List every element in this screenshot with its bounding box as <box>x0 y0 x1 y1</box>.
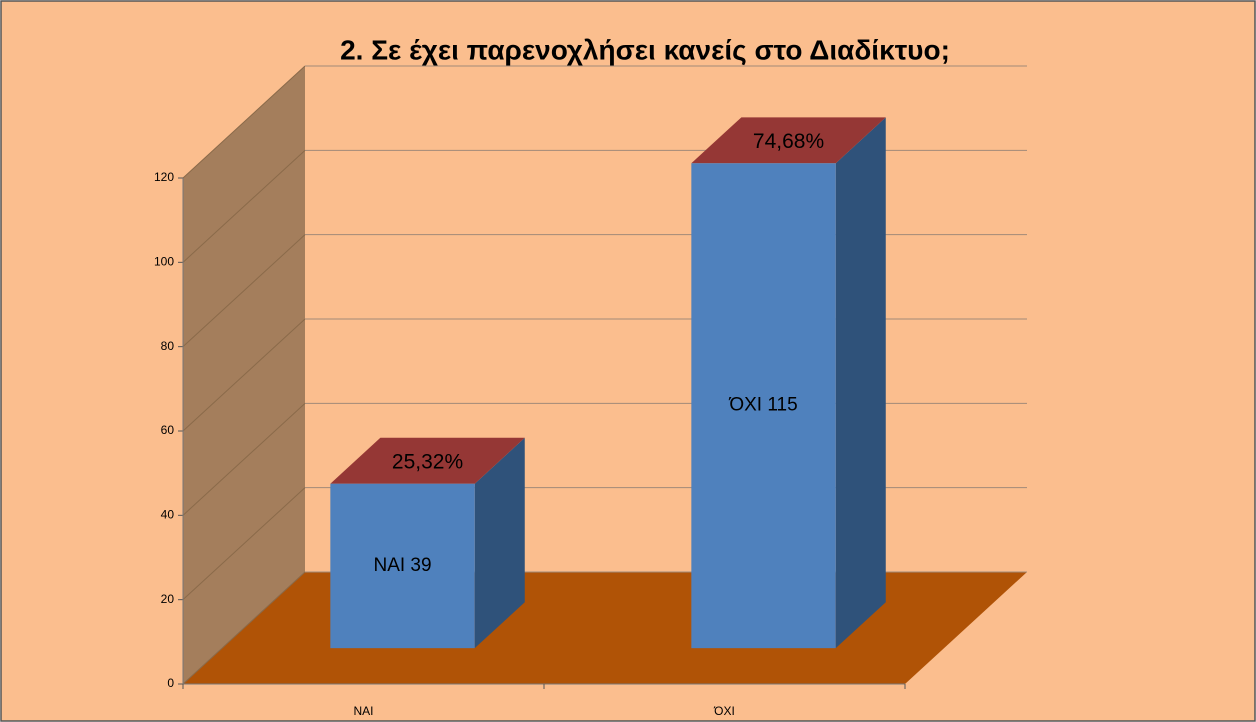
y-tick-label: 40 <box>161 508 175 522</box>
data-label: ΝΑΙ 39 <box>373 555 431 576</box>
bar-top <box>330 437 525 484</box>
bar-side <box>835 117 886 649</box>
y-tick-label: 0 <box>167 676 174 690</box>
floor <box>183 572 1027 684</box>
grid-line <box>182 402 306 516</box>
percent-label: 74,68% <box>753 130 824 153</box>
percent-label: 25,32% <box>392 450 463 473</box>
x-tick-label: ΝΑΙ <box>353 704 373 718</box>
x-tick-label: ΌΧΙ <box>713 704 735 718</box>
grid-line <box>182 65 306 179</box>
bar-top <box>691 117 886 164</box>
y-tick-label: 60 <box>161 423 175 437</box>
y-tick-label: 20 <box>161 592 175 606</box>
bar <box>691 163 836 649</box>
y-tick-label: 120 <box>154 170 174 184</box>
grid-line <box>182 149 306 263</box>
grid-line <box>182 234 306 348</box>
bar <box>330 483 475 649</box>
y-tick-label: 80 <box>161 339 175 353</box>
grid-line <box>182 571 306 685</box>
y-tick-label: 100 <box>154 255 174 269</box>
grid-line <box>182 487 306 601</box>
data-label: ΌΧΙ 115 <box>728 395 797 416</box>
grid-line <box>182 318 306 432</box>
chart-title: 2. Σε έχει παρενοχλήσει κανείς στο Διαδί… <box>340 34 950 65</box>
bar-side <box>474 437 525 649</box>
